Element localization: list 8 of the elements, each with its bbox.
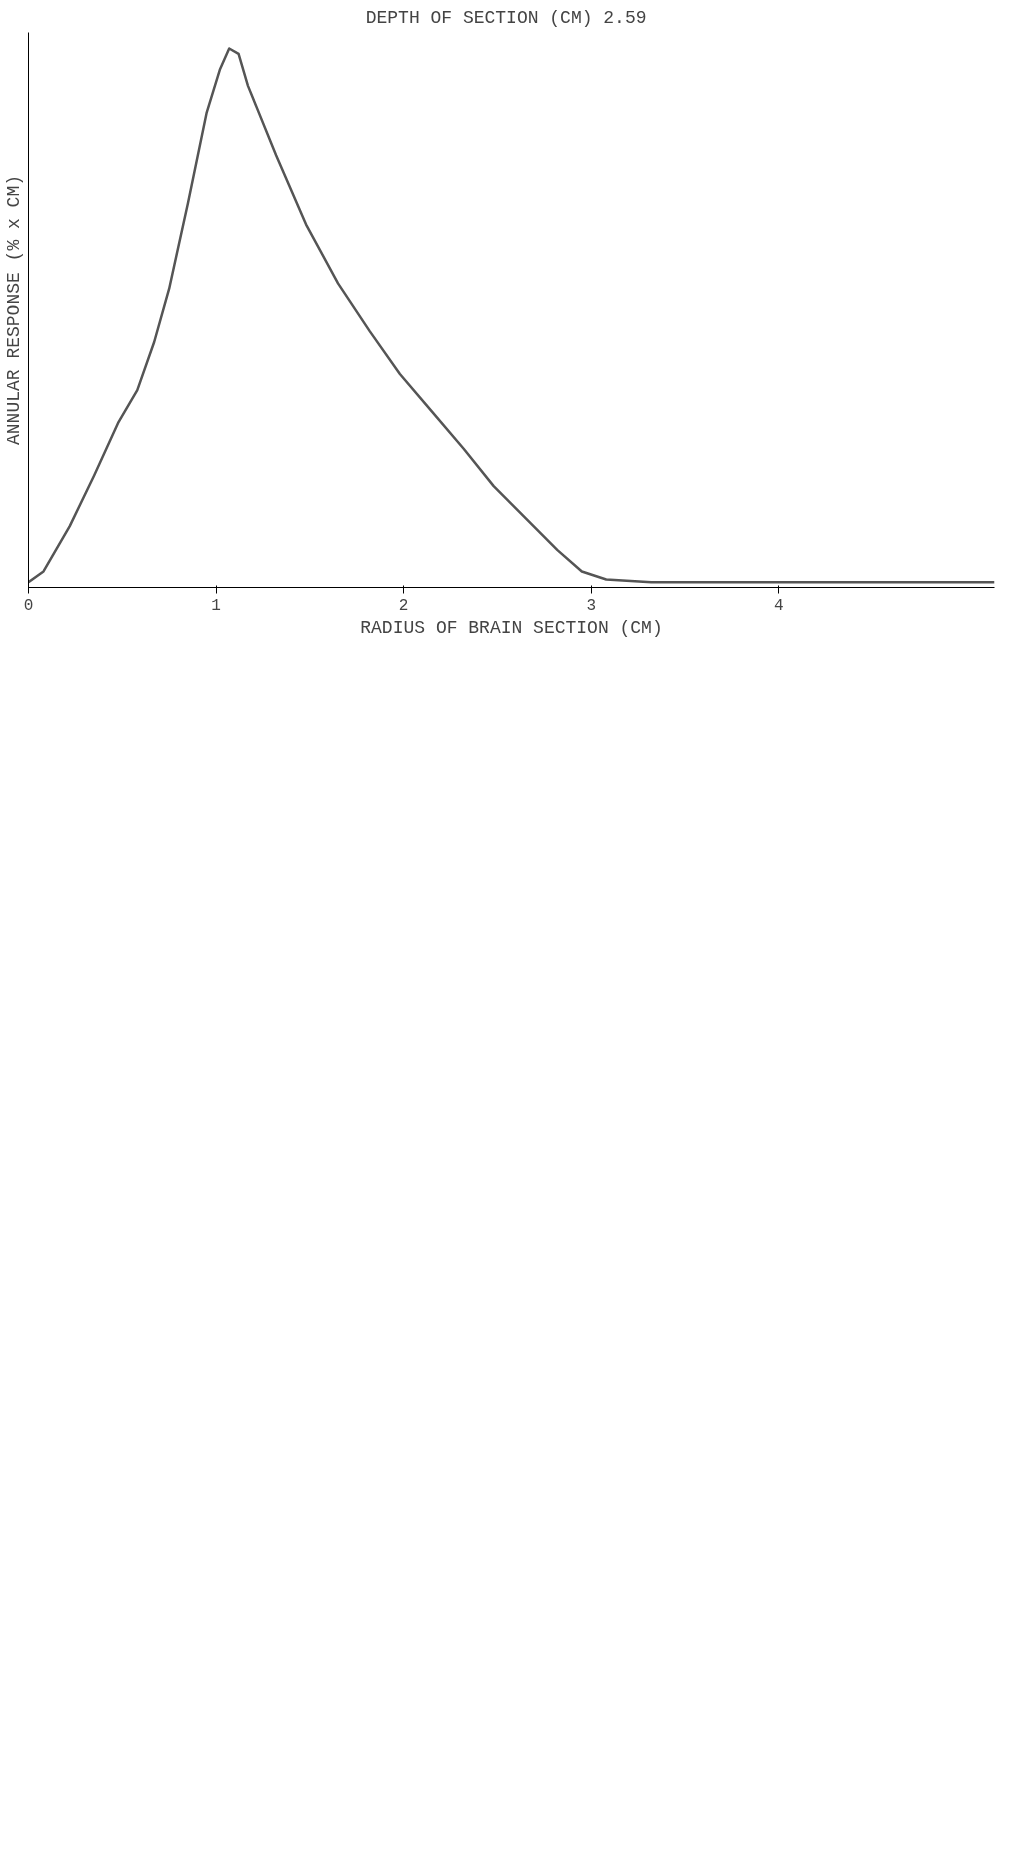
x-tick-label: 1	[211, 596, 221, 615]
x-tick-label: 2	[398, 596, 409, 615]
chart-title: DEPTH OF SECTION (CM) 2.59	[365, 7, 647, 28]
x-axis-title: RADIUS OF BRAIN SECTION (CM)	[360, 617, 663, 638]
x-tick-label: 0	[23, 596, 34, 615]
y-axis-title: ANNULAR RESPONSE (% x CM)	[3, 174, 24, 446]
x-tick-label: 4	[773, 596, 784, 615]
x-tick-label: 3	[586, 596, 597, 615]
